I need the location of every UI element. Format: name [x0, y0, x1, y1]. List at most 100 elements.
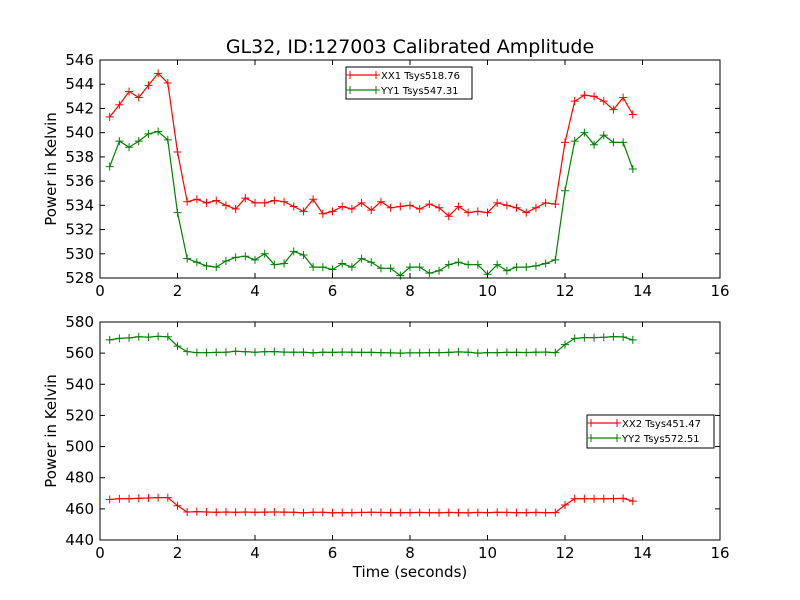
data-point [299, 250, 308, 259]
data-point [628, 497, 637, 506]
data-point [473, 207, 482, 216]
data-point [541, 508, 550, 517]
data-point [192, 507, 201, 516]
data-point [590, 494, 599, 503]
data-point [154, 493, 163, 502]
y-tick-label: 544 [65, 75, 94, 93]
data-point [493, 348, 502, 357]
data-point [502, 348, 511, 357]
data-point [318, 348, 327, 357]
data-point [493, 508, 502, 517]
series-group [105, 332, 637, 517]
data-point [338, 348, 347, 357]
data-point [619, 138, 628, 147]
data-point [202, 261, 211, 270]
data-point [396, 349, 405, 358]
data-point [561, 500, 569, 509]
data-point [212, 348, 221, 357]
data-point [512, 508, 521, 517]
data-point [231, 508, 240, 517]
data-point [512, 348, 521, 357]
y-tick-label: 532 [65, 221, 94, 239]
data-point [415, 508, 424, 517]
data-point [192, 258, 201, 267]
data-point [105, 335, 114, 344]
data-point [154, 332, 163, 341]
data-point [202, 348, 211, 357]
data-point [386, 203, 395, 212]
data-point [531, 203, 540, 212]
series-group [105, 69, 637, 280]
legend-box [345, 66, 473, 100]
x-tick-label: 10 [478, 282, 497, 300]
data-point [221, 257, 230, 266]
data-point [522, 263, 531, 272]
data-point [289, 202, 298, 211]
data-point [318, 508, 327, 517]
data-point [473, 508, 482, 517]
y-tick-label: 440 [65, 531, 94, 549]
y-tick-label: 528 [65, 269, 94, 287]
data-point [502, 266, 511, 275]
data-point [512, 263, 521, 272]
data-point [105, 162, 114, 171]
data-point [125, 87, 134, 96]
data-point [183, 347, 192, 356]
data-point [386, 264, 395, 273]
data-point [396, 202, 405, 211]
data-point [241, 252, 250, 261]
data-point [367, 258, 376, 267]
data-point [522, 208, 531, 217]
data-point [628, 165, 637, 173]
y-tick-label: 580 [65, 313, 94, 331]
data-point [522, 348, 531, 357]
data-point [435, 508, 444, 517]
data-point [483, 208, 492, 217]
data-point [144, 493, 153, 502]
legend: XX2 Tsys451.47 YY2 Tsys572.51 [586, 414, 715, 449]
data-point [619, 332, 628, 341]
data-point [134, 93, 143, 102]
data-point [280, 348, 289, 357]
data-point [347, 204, 356, 213]
data-point [357, 254, 366, 263]
data-point [328, 207, 337, 216]
data-point [163, 332, 172, 341]
data-point [580, 494, 589, 503]
data-point [541, 198, 550, 207]
data-point [464, 260, 473, 269]
data-point [483, 508, 492, 517]
data-point [309, 263, 318, 272]
data-point [105, 112, 114, 121]
data-point [551, 200, 560, 209]
data-point [580, 91, 589, 100]
y-tick-label: 542 [65, 99, 94, 117]
data-point [202, 507, 211, 516]
data-point [289, 348, 298, 357]
data-point [251, 348, 259, 357]
data-point [309, 348, 318, 357]
chart-title: GL32, ID:127003 Calibrated Amplitude [226, 36, 594, 58]
data-point [561, 340, 569, 349]
data-point [444, 508, 453, 517]
data-point [280, 508, 289, 517]
data-point [522, 508, 531, 517]
data-point [435, 203, 444, 212]
data-point [415, 263, 424, 272]
x-tick-label: 6 [328, 282, 338, 300]
data-point [289, 508, 298, 517]
data-point [454, 202, 463, 211]
data-point [551, 348, 560, 357]
data-point [212, 196, 221, 205]
data-point [270, 196, 279, 205]
x-tick-label: 12 [555, 282, 574, 300]
data-point [241, 347, 250, 356]
x-tick-label: 14 [633, 282, 652, 300]
data-point [619, 93, 628, 102]
data-point [561, 138, 569, 147]
data-point [609, 494, 618, 503]
x-tick-label: 0 [95, 544, 105, 562]
data-point [183, 254, 192, 263]
data-point [299, 207, 308, 216]
